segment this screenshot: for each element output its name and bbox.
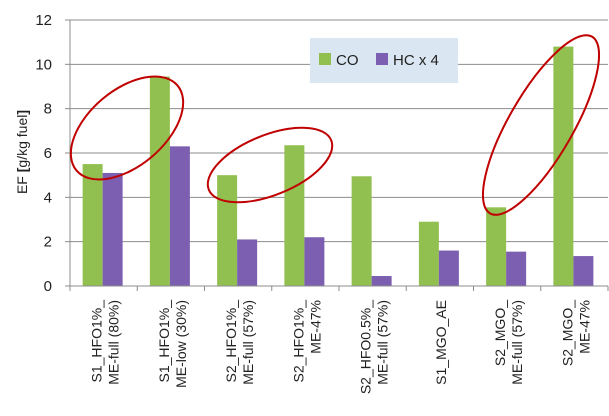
- x-category-label-line: ME-low (30%): [173, 300, 189, 388]
- x-category-labels: S1_HFO1%_ME-full (80%) S1_HFO1%_ME-low (3…: [89, 300, 593, 394]
- x-category-label-line: S2_HFO0.5%_: [358, 300, 374, 394]
- x-category-label-line: ME-full (57%): [375, 300, 391, 385]
- legend-label-co: CO: [336, 52, 359, 69]
- bar-hc-4: [304, 237, 325, 286]
- y-axis-title-bracket-open: [: [14, 167, 30, 172]
- x-category-label-line: S2_HFO1%_: [290, 300, 306, 383]
- x-category-label-line: S1_HFO1%_: [89, 300, 105, 383]
- y-tick-label: 2: [44, 234, 52, 251]
- legend: CO HC x 4: [310, 38, 458, 83]
- x-category-label: S2_HFO1%_ME-full (57%): [223, 300, 256, 385]
- y-axis-title-part-1: EF: [14, 172, 30, 194]
- y-axis-title: EF [g/kg fuel]: [14, 110, 30, 194]
- x-category-label: S1_MGO_AE: [433, 300, 449, 385]
- bar-co-7: [486, 207, 507, 286]
- x-category-label: S1_HFO1%_ME-low (30%): [156, 300, 189, 388]
- x-category-label: S2_HFO0.5%_ME-full (57%): [358, 300, 391, 394]
- y-tick-label: 4: [44, 189, 52, 206]
- bar-co-3: [217, 175, 238, 286]
- y-axis-title-bracket-close: ]: [14, 110, 30, 115]
- x-category-label: S2_MGO_ME-full (57%): [492, 300, 525, 385]
- bar-co-1: [82, 164, 103, 286]
- y-tick-label: 12: [35, 12, 52, 29]
- x-category-label-line: ME-full (57%): [509, 300, 525, 385]
- bar-hc-8: [573, 256, 594, 286]
- y-tick-label: 6: [44, 145, 52, 162]
- x-category-label-line: ME-full (80%): [106, 300, 122, 385]
- y-tick-label: 0: [44, 278, 52, 295]
- x-category-label: S2_MGO_ME-47%: [559, 300, 592, 366]
- x-category-label-line: ME-full (57%): [240, 300, 256, 385]
- annotation-ellipse-1: [69, 75, 185, 181]
- y-tick-label: 10: [35, 56, 52, 73]
- x-category-label-line: ME-47%: [576, 300, 592, 354]
- legend-label-hc: HC x 4: [393, 52, 439, 69]
- bar-hc-7: [506, 251, 527, 286]
- annotation-ellipses: [69, 34, 601, 216]
- y-tick-labels: 0 2 4 6 8 10 12: [35, 12, 52, 295]
- x-category-label-line: ME-47%: [307, 300, 323, 354]
- bar-hc-5: [371, 276, 392, 286]
- x-category-label-line: S2_MGO_: [492, 300, 508, 366]
- y-axis-title-units: g/kg fuel: [14, 115, 30, 168]
- x-category-label-line: S1_MGO_AE: [433, 300, 449, 385]
- annotation-ellipse-3: [481, 34, 601, 216]
- legend-swatch-hc: [376, 53, 388, 65]
- x-category-label: S2_HFO1%_ME-47%: [290, 300, 323, 383]
- bar-co-4: [284, 145, 305, 286]
- bar-hc-3: [237, 239, 258, 286]
- axes: [65, 19, 609, 291]
- annotation-ellipse-2: [206, 126, 334, 204]
- x-category-label-line: S1_HFO1%_: [156, 300, 172, 383]
- x-category-label-line: S2_MGO_: [559, 300, 575, 366]
- x-category-label: S1_HFO1%_ME-full (80%): [89, 300, 122, 385]
- x-category-label-line: S2_HFO1%_: [223, 300, 239, 383]
- bar-hc-1: [102, 172, 123, 286]
- y-tick-label: 8: [44, 101, 52, 118]
- bar-hc-2: [169, 146, 190, 286]
- legend-swatch-co: [319, 53, 331, 65]
- bar-co-8: [553, 46, 574, 286]
- bar-co-2: [149, 76, 170, 287]
- bar-co-6: [418, 221, 439, 286]
- bar-co-5: [351, 176, 372, 286]
- bar-hc-6: [438, 250, 459, 286]
